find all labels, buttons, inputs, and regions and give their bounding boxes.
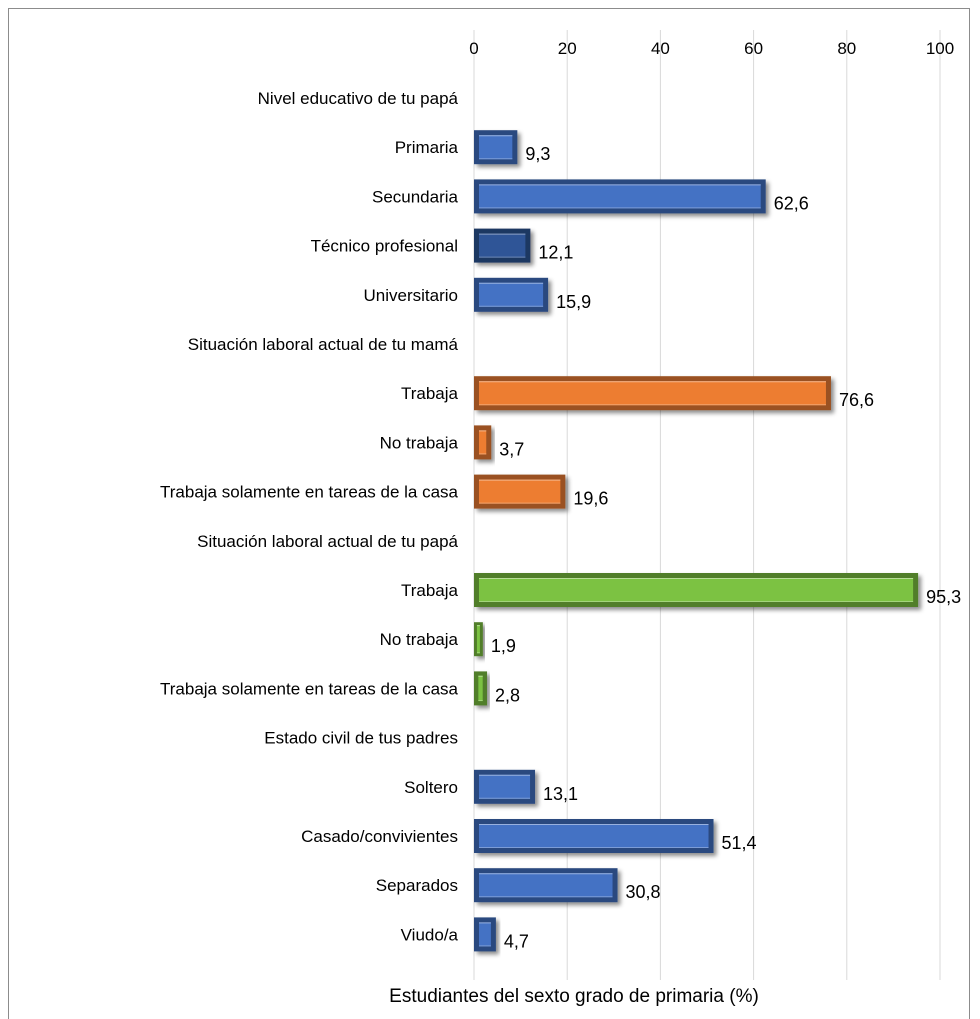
x-tick-label: 20 [558,39,577,58]
x-tick-label: 40 [651,39,670,58]
data-label: 1,9 [491,636,516,656]
data-label: 2,8 [495,685,520,705]
category-label: No trabaja [380,630,459,649]
data-label: 62,6 [774,193,809,213]
data-label: 51,4 [722,833,757,853]
bar [474,573,919,607]
x-tick-label: 80 [837,39,856,58]
data-label: 95,3 [926,587,961,607]
bar [474,622,483,657]
bar [474,277,549,312]
category-label: Secundaria [372,187,459,206]
bar [474,425,492,460]
bar [474,819,714,853]
group-title: Situación laboral actual de tu mamá [188,335,459,354]
data-label: 76,6 [839,390,874,410]
category-label: Trabaja solamente en tareas de la casa [160,679,459,698]
category-label: Viudo/a [401,925,459,944]
bar [474,179,766,214]
category-label: Técnico profesional [311,237,458,256]
category-label: Casado/convivientes [301,827,458,846]
data-label: 3,7 [499,439,524,459]
category-label: Separados [376,876,458,895]
group-title: Situación laboral actual de tu papá [197,532,458,551]
x-tick-label: 100 [926,39,954,58]
x-axis-ticks: 0 20 40 60 80 100 [469,39,954,58]
bar [474,769,536,804]
category-label: Soltero [404,778,458,797]
data-label: 9,3 [525,144,550,164]
bar [474,671,488,706]
data-label: 12,1 [538,243,573,263]
x-tick-label: 60 [744,39,763,58]
bar [474,130,518,165]
category-label: Trabaja [401,581,459,600]
bar [474,376,831,411]
group-title: Nivel educativo de tu papá [258,89,459,108]
category-label: Trabaja solamente en tareas de la casa [160,483,459,502]
x-axis-title: Estudiantes del sexto grado de primaria … [389,986,759,1007]
data-label: 15,9 [556,292,591,312]
bar [474,228,531,263]
category-label: Trabaja [401,384,459,403]
bar [474,474,566,509]
bar [474,917,496,952]
category-label: Universitario [364,286,458,305]
data-label: 30,8 [626,882,661,902]
group-title: Estado civil de tus padres [264,729,458,748]
category-label: No trabaja [380,433,459,452]
data-label: 4,7 [504,931,529,951]
data-label: 13,1 [543,784,578,804]
category-rows: Nivel educativo de tu papá Primaria 9,3 Sec… [160,89,961,952]
data-label: 19,6 [573,489,608,509]
x-tick-label: 0 [469,39,478,58]
category-label: Primaria [395,138,459,157]
bar [474,868,618,903]
